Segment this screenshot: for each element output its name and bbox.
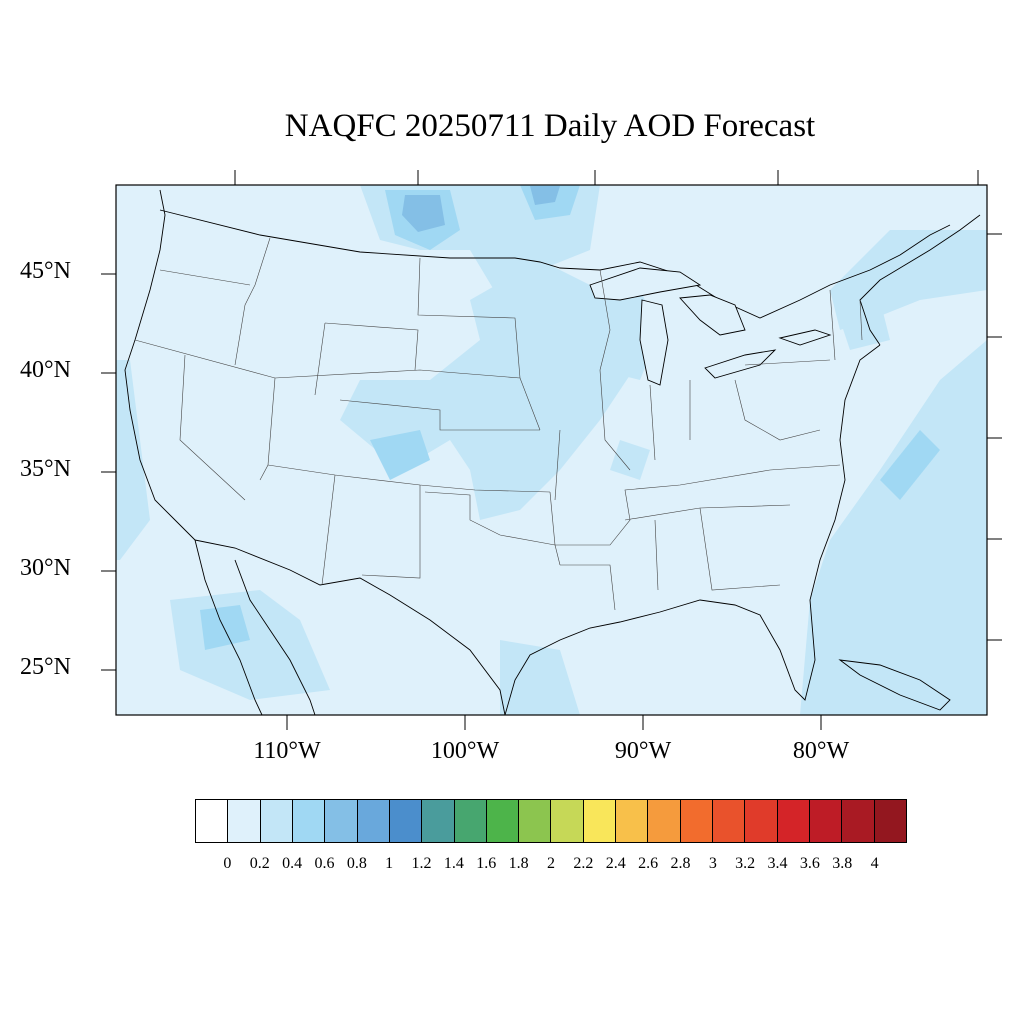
colorbar-tick-label: 3.2 <box>735 855 756 872</box>
northeast-coast <box>859 214 981 346</box>
state-boundaries <box>134 237 863 611</box>
colorbar-swatch <box>389 800 423 842</box>
colorbar-swatch <box>292 800 326 842</box>
colorbar-swatch <box>713 800 746 842</box>
colorbar-tick-label: 1.4 <box>443 855 464 872</box>
colorbar-tick-label: 3.4 <box>767 855 788 872</box>
colorbar-swatch <box>260 800 293 842</box>
colorbar-swatch <box>196 800 229 842</box>
colorbar-tick-label: 0.2 <box>249 855 270 872</box>
colorbar-tick-label: 1.6 <box>476 855 497 872</box>
colorbar-tick-label: 2.4 <box>605 855 626 872</box>
colorbar-swatch <box>809 800 843 842</box>
colorbar-swatch <box>357 800 390 842</box>
colorbar-tick-label: 1 <box>385 855 394 872</box>
colorbar-swatch <box>583 800 617 842</box>
colorbar <box>195 799 907 843</box>
lat-label-25: 25°N <box>20 654 71 680</box>
colorbar-swatch <box>454 800 487 842</box>
lat-label-40: 40°N <box>20 357 71 383</box>
map-frame <box>115 184 988 716</box>
great-lakes <box>589 267 832 386</box>
colorbar-swatch <box>325 800 358 842</box>
aod-contours-peak <box>402 186 560 232</box>
gulf-coast <box>504 344 881 715</box>
colorbar-swatch <box>648 800 681 842</box>
colorbar-swatch <box>422 800 455 842</box>
lat-label-30: 30°N <box>20 555 71 581</box>
colorbar-swatch <box>680 800 713 842</box>
colorbar-swatch <box>551 800 584 842</box>
colorbar-swatch <box>745 800 778 842</box>
colorbar-tick-label: 3.8 <box>832 855 853 872</box>
colorbar-tick-label: 0.4 <box>282 855 303 872</box>
mexico-border <box>194 539 506 715</box>
colorbar-tick-label: 2 <box>547 855 555 872</box>
colorbar-swatch <box>777 800 810 842</box>
colorbar-tick-label: 0 <box>223 855 232 872</box>
lon-label-110: 110°W <box>253 738 321 764</box>
colorbar-tick-label: 0.6 <box>314 855 335 872</box>
lat-label-45: 45°N <box>20 258 71 284</box>
colorbar-swatch <box>486 800 520 842</box>
colorbar-tick-label: 3 <box>708 855 717 872</box>
colorbar-tick-label: 4 <box>870 855 879 872</box>
colorbar-tick-label: 3.6 <box>799 855 820 872</box>
colorbar-tick-label: 2.8 <box>670 855 691 872</box>
colorbar-swatch <box>616 800 649 842</box>
west-coast <box>124 189 196 541</box>
colorbar-tick-label: 1.8 <box>508 855 529 872</box>
canada-border <box>159 209 951 319</box>
cuba <box>838 659 951 711</box>
colorbar-tick-label: 2.6 <box>638 855 659 872</box>
lon-label-100: 100°W <box>430 738 500 764</box>
colorbar-tick-label: 0.8 <box>346 855 367 872</box>
lon-label-90: 90°W <box>614 738 672 764</box>
mexico-west <box>234 559 316 715</box>
colorbar-swatch <box>228 800 261 842</box>
colorbar-tick-label: 2.2 <box>573 855 594 872</box>
frame-ticks <box>235 168 978 185</box>
colorbar-swatch <box>519 800 552 842</box>
colorbar-swatch <box>874 800 906 842</box>
lat-label-35: 35°N <box>20 456 71 482</box>
page-title: NAQFC 20250711 Daily AOD Forecast <box>284 108 816 144</box>
boundaries <box>124 189 981 715</box>
lon-label-80: 80°W <box>792 738 850 764</box>
baja <box>194 539 263 715</box>
colorbar-tick-label: 1.2 <box>411 855 432 872</box>
axis-ticks <box>101 170 1002 730</box>
colorbar-swatch <box>842 800 875 842</box>
